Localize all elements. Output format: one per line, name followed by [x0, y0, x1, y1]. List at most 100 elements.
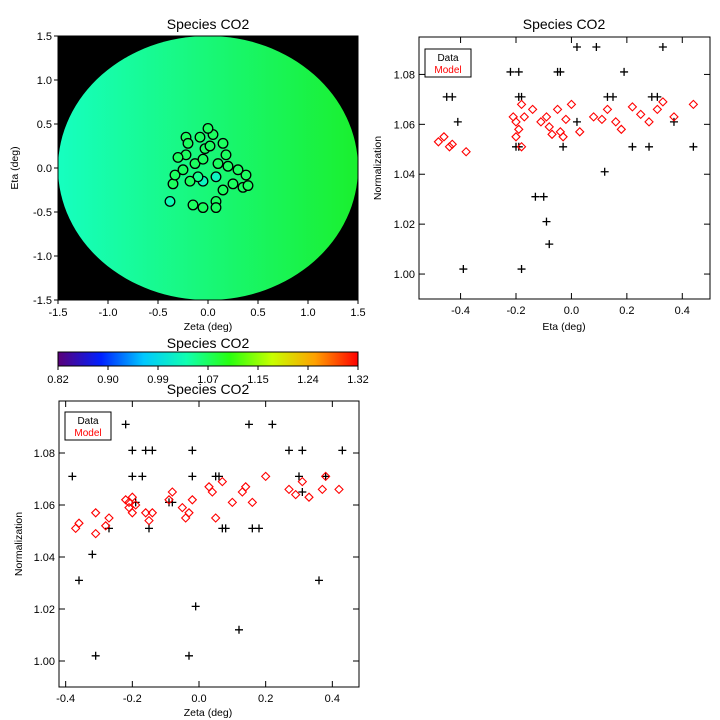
zeta-scatter-model-point: [100, 521, 111, 531]
heatmap-point: [169, 169, 181, 181]
heatmap-ytick-label: -1.5: [33, 295, 52, 307]
colorbar-tick-label: 1.24: [297, 374, 318, 386]
heatmap-xtick-label: 1.0: [300, 307, 315, 319]
heatmap-panel: Species CO2 -1.5 -1.0 -0.5 0.0 0.5 1.0 1.5-1.5…: [9, 16, 366, 333]
colorbar-tick-label: 1.32: [347, 374, 368, 386]
zeta-scatter-frame: [58, 400, 360, 688]
zeta-scatter-data-point: [321, 472, 330, 481]
zeta-scatter-model-point: [90, 508, 101, 518]
zeta-scatter-model-point: [127, 508, 138, 518]
colorbar-tick-label: 0.82: [47, 374, 68, 386]
eta-scatter-model-point: [516, 142, 527, 152]
eta-scatter-model-point: [652, 104, 663, 115]
eta-scatter-data-point: [559, 142, 568, 151]
eta-scatter-xtick-label: 0.2: [619, 305, 634, 317]
eta-scatter-xtick-label: -0.2: [507, 305, 526, 317]
heatmap-point: [217, 184, 229, 196]
zeta-scatter-data-point: [75, 576, 83, 585]
zeta-legend-data: Data: [77, 416, 99, 427]
eta-scatter-data-point: [628, 142, 637, 151]
eta-scatter-model-point: [547, 129, 557, 140]
eta-scatter-model-point: [688, 99, 699, 110]
zeta-scatter-axes: -0.4 -0.2 0.0 0.2 0.4 1.00 1.02 1.04 1.06 1.08: [34, 400, 360, 705]
colorbar-ticks: 0.82 0.90 0.99 1.07 1.15 1.24 1.32: [47, 366, 369, 386]
zeta-scatter-model-point: [104, 513, 114, 523]
zeta-scatter-ytick-label: 1.04: [34, 552, 55, 564]
zeta-scatter-model-point: [290, 489, 301, 500]
eta-scatter-ytick-label: 1.04: [394, 169, 415, 181]
heatmap-ytick-label: -1.0: [33, 251, 52, 263]
zeta-scatter-data-point: [188, 472, 197, 481]
zeta-scatter-model-point: [180, 513, 191, 523]
zeta-scatter-model-point: [184, 508, 194, 518]
zeta-scatter-model-point: [164, 495, 174, 505]
zeta-scatter-data-point: [188, 446, 197, 455]
eta-scatter-model-point: [561, 114, 571, 125]
heatmap-title: Species CO2: [167, 16, 250, 32]
eta-scatter-model-point: [511, 132, 521, 142]
zeta-scatter-model-point: [260, 471, 271, 482]
eta-scatter-model-point: [635, 109, 646, 120]
eta-scatter-model-point: [552, 104, 563, 115]
zeta-scatter-model-point: [304, 492, 314, 502]
heatmap-points: [164, 122, 254, 214]
heatmap-point: [202, 122, 214, 134]
eta-scatter-frame: [418, 36, 711, 300]
colorbar-tick-label: 0.90: [97, 374, 118, 386]
heatmap-xtick-label: -0.5: [149, 307, 168, 319]
zeta-scatter-model-point: [210, 513, 221, 523]
zeta-scatter-model-point: [187, 495, 198, 505]
eta-scatter-model-point: [588, 112, 599, 122]
zeta-scatter-model-point: [297, 476, 308, 487]
zeta-scatter-model-point: [317, 484, 328, 495]
zeta-scatter-data-point: [191, 602, 200, 611]
eta-scatter-model-point: [541, 112, 552, 122]
zeta-scatter-xlabel: Zeta (deg): [184, 707, 232, 719]
eta-scatter-model-point: [519, 112, 530, 122]
eta-scatter-model-point: [627, 102, 638, 112]
eta-scatter-ylabel: Normalization: [372, 136, 384, 200]
zeta-scatter-model-point: [144, 515, 154, 526]
heatmap-point: [164, 195, 176, 207]
eta-scatter-model-point: [597, 114, 607, 125]
zeta-scatter-model-point: [90, 528, 101, 539]
zeta-scatter-data-point: [285, 446, 293, 455]
heatmap-ytick-label: 1.0: [37, 75, 52, 87]
zeta-scatter-model-point: [127, 492, 138, 502]
eta-scatter-model-point: [574, 127, 585, 137]
zeta-scatter-model-point: [177, 502, 188, 513]
eta-scatter-data-point: [514, 67, 523, 76]
eta-scatter-data-point: [539, 192, 548, 201]
eta-scatter-data-point: [609, 92, 617, 101]
zeta-scatter-data-point: [338, 446, 347, 455]
eta-scatter-model-point: [536, 117, 546, 127]
zeta-scatter-ytick-label: 1.06: [34, 500, 55, 512]
eta-scatter-title: Species CO2: [523, 16, 606, 32]
eta-scatter-xlabel: Eta (deg): [542, 321, 585, 333]
heatmap-axes: -1.5 -1.0 -0.5 0.0 0.5 1.0 1.5 -1.5 -1.0 -0.5 0.0 0…: [33, 31, 366, 319]
eta-scatter-data-point: [459, 265, 468, 274]
zeta-scatter-data-point: [185, 651, 193, 660]
heatmap-point: [194, 131, 206, 143]
eta-legend-data: Data: [437, 53, 459, 64]
eta-scatter-data-point: [556, 67, 565, 76]
zeta-scatter-data-point: [248, 524, 257, 533]
eta-scatter-data-point: [620, 67, 629, 76]
zeta-legend-model: Model: [74, 428, 101, 439]
eta-scatter-data-point: [453, 117, 462, 126]
heatmap-disk: [58, 36, 358, 300]
zeta-scatter-data-point: [121, 420, 130, 429]
heatmap-point: [232, 164, 244, 176]
eta-scatter-xtick-label: 0.4: [675, 305, 690, 317]
eta-scatter-data-point: [542, 217, 551, 226]
zeta-scatter-ytick-label: 1.08: [34, 448, 55, 460]
zeta-scatter-model-point: [237, 487, 248, 497]
heatmap-xtick-label: 1.5: [350, 307, 365, 319]
zeta-scatter-model-point: [227, 497, 238, 508]
zeta-scatter-model-point: [334, 484, 344, 495]
eta-scatter-ytick-label: 1.08: [394, 69, 415, 81]
heatmap-point: [167, 178, 179, 190]
zeta-scatter-ytick-label: 1.00: [34, 656, 55, 668]
heatmap-point: [184, 175, 196, 187]
